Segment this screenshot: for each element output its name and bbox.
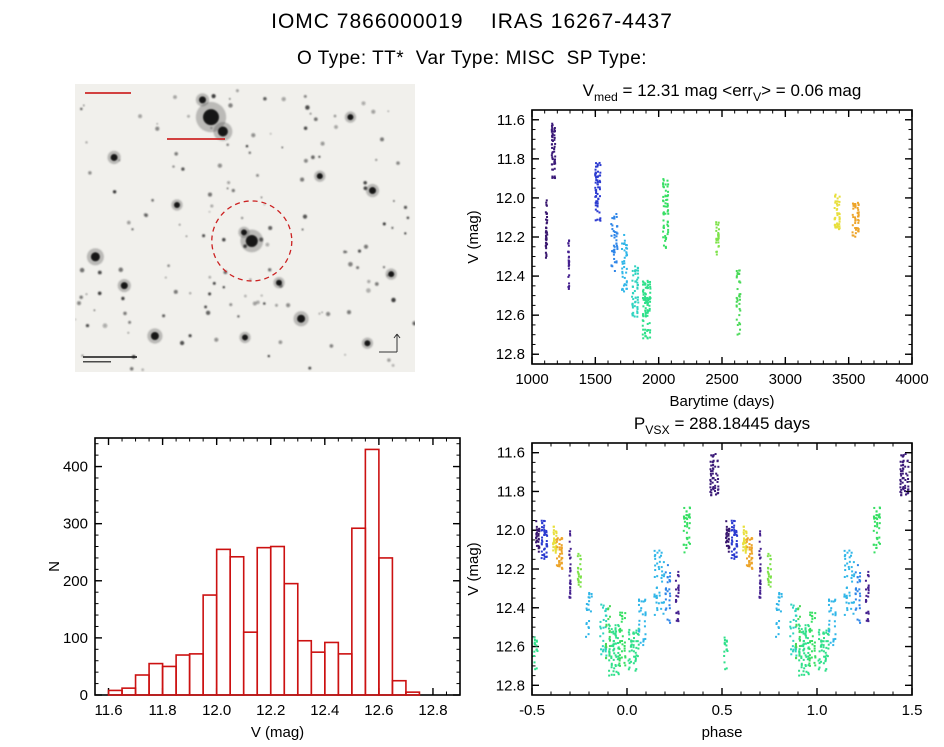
x-tick-label: 3500 <box>832 371 865 388</box>
x-tick-label: 11.6 <box>94 702 122 719</box>
finder-annotation-mark <box>167 138 225 140</box>
y-tick-label: 12.6 <box>496 639 525 656</box>
source-marker-circle <box>211 200 293 282</box>
y-tick-label: 0 <box>80 687 88 704</box>
y-tick-label: 100 <box>63 630 88 647</box>
scatter-points <box>544 122 860 340</box>
x-axis-label: phase <box>702 724 743 741</box>
y-tick-label: 400 <box>63 459 88 476</box>
phase-folded-plot: -0.5 0.0 0.5 1.0 1.5 11.6 11.8 12.0 12.2 12.4 12.6… <box>465 414 923 741</box>
x-tick-label: 12.8 <box>418 702 447 719</box>
y-tick-label: 12.4 <box>496 600 525 617</box>
plot-title: PVSX = 288.18445 days <box>634 414 810 437</box>
plot-frame <box>531 442 913 696</box>
magnitude-histogram: 11.6 11.8 12.0 12.2 12.4 12.6 12.8 0 100 200 300 40… <box>46 437 461 741</box>
x-tick-label: 2500 <box>705 371 738 388</box>
x-tick-label: 1500 <box>579 371 612 388</box>
y-tick-label: 12.0 <box>496 190 525 207</box>
y-tick-label: 12.0 <box>496 522 525 539</box>
x-axis-label: Barytime (days) <box>669 393 774 410</box>
lightcurve-plot: 1000 1500 2000 2500 3000 3500 4000 11.6 11.8 12.0… <box>465 81 929 410</box>
finder-annotation-mark <box>83 356 137 358</box>
finder-annotation-mark <box>85 92 131 94</box>
y-axis-label: N <box>46 561 63 572</box>
page-title: IOMC 7866000019 IRAS 16267-4437 <box>271 10 673 33</box>
x-tick-label: 0.5 <box>712 702 733 719</box>
y-tick-label: 12.2 <box>496 561 525 578</box>
x-tick-label: 2000 <box>642 371 675 388</box>
x-axis-label: V (mag) <box>251 724 304 741</box>
finder-annotation-mark <box>83 361 111 363</box>
y-tick-label: 11.8 <box>497 483 525 500</box>
x-tick-label: 12.6 <box>364 702 393 719</box>
x-tick-label: 1000 <box>515 371 548 388</box>
star-field <box>75 89 415 371</box>
finder-chart-image <box>75 84 415 372</box>
x-tick-label: 0.0 <box>617 702 638 719</box>
orientation-arrow-icon <box>379 333 401 353</box>
x-tick-label: 4000 <box>895 371 928 388</box>
x-tick-label: 12.2 <box>256 702 285 719</box>
x-tick-label: 1.5 <box>902 702 923 719</box>
y-tick-label: 12.6 <box>496 307 525 324</box>
y-tick-label: 12.8 <box>496 677 525 694</box>
x-tick-label: 12.4 <box>310 702 339 719</box>
plot-title: Vmed = 12.31 mag <errV> = 0.06 mag <box>583 81 862 104</box>
y-tick-label: 11.8 <box>497 151 525 168</box>
histogram-bars <box>107 448 421 696</box>
x-tick-label: -0.5 <box>519 702 545 719</box>
y-tick-label: 300 <box>63 516 88 533</box>
y-tick-label: 12.2 <box>496 229 525 246</box>
x-tick-label: 11.8 <box>149 702 177 719</box>
y-tick-label: 12.8 <box>496 346 525 363</box>
scatter-points <box>533 453 910 677</box>
y-axis-label: V (mag) <box>465 210 482 263</box>
plot-frame <box>94 437 461 696</box>
y-tick-label: 12.4 <box>496 268 525 285</box>
page-subtitle: O Type: TT* Var Type: MISC SP Type: <box>296 48 648 69</box>
x-tick-label: 3000 <box>769 371 802 388</box>
x-tick-label: 12.0 <box>202 702 231 719</box>
y-tick-label: 11.6 <box>497 445 525 462</box>
y-tick-label: 11.6 <box>497 112 525 129</box>
y-tick-label: 200 <box>63 573 88 590</box>
y-axis-label: V (mag) <box>465 542 482 595</box>
x-tick-label: 1.0 <box>807 702 828 719</box>
